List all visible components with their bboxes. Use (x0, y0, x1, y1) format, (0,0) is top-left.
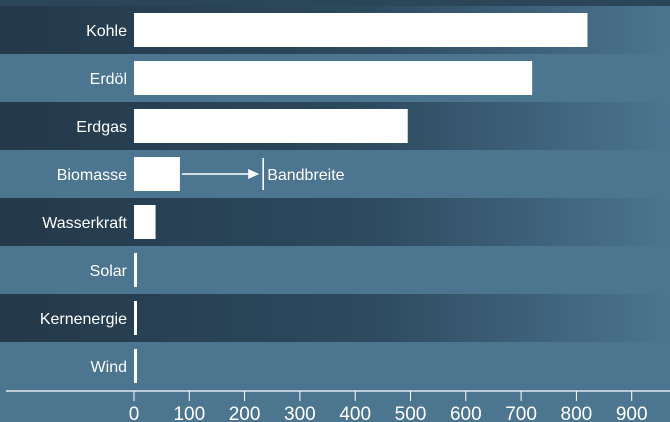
row-band-biomasse (0, 150, 670, 198)
category-labels: Kohle Erdöl Erdgas Biomasse Wasserkraft Solar… (40, 23, 128, 376)
category-label-biomasse: Biomasse (57, 167, 127, 184)
category-label-wind: Wind (91, 359, 127, 376)
bars (134, 13, 588, 383)
bar-wind (134, 349, 137, 383)
x-tick-label-500: 500 (395, 404, 427, 422)
annotation-arrow-head (248, 169, 260, 179)
x-tick-label-200: 200 (229, 404, 261, 422)
bar-biomasse (134, 157, 180, 191)
row-backgrounds (0, 0, 670, 390)
x-axis: 0 100 200 300 400 500 600 700 800 900 (6, 390, 670, 422)
category-label-solar: Solar (90, 263, 128, 280)
x-tick-label-0: 0 (129, 404, 140, 422)
x-tick-label-700: 700 (505, 404, 537, 422)
row-band-solar (0, 246, 670, 294)
row-band-kernenergie (0, 294, 670, 342)
row-band-wind (0, 342, 670, 390)
bar-solar (134, 253, 137, 287)
bar-erdgas (134, 109, 408, 143)
category-label-erdgas: Erdgas (76, 119, 127, 136)
x-tick-label-300: 300 (284, 404, 316, 422)
annotation-label: Bandbreite (267, 167, 344, 184)
category-label-erdöl: Erdöl (90, 71, 127, 88)
x-tick-label-800: 800 (561, 404, 593, 422)
row-band-wasserkraft (0, 198, 670, 246)
category-label-kernenergie: Kernenergie (40, 311, 127, 328)
annotation: Bandbreite (181, 158, 345, 190)
category-label-wasserkraft: Wasserkraft (42, 215, 127, 232)
x-tick-label-600: 600 (450, 404, 482, 422)
x-tick-label-400: 400 (339, 404, 371, 422)
bar-erdöl (134, 61, 533, 95)
x-tick-label-100: 100 (173, 404, 205, 422)
bar-kernenergie (134, 301, 137, 335)
x-tick-label-900: 900 (616, 404, 648, 422)
category-label-kohle: Kohle (86, 23, 127, 40)
bar-wasserkraft (134, 205, 156, 239)
bar-kohle (134, 13, 588, 47)
top-strip (0, 0, 670, 6)
